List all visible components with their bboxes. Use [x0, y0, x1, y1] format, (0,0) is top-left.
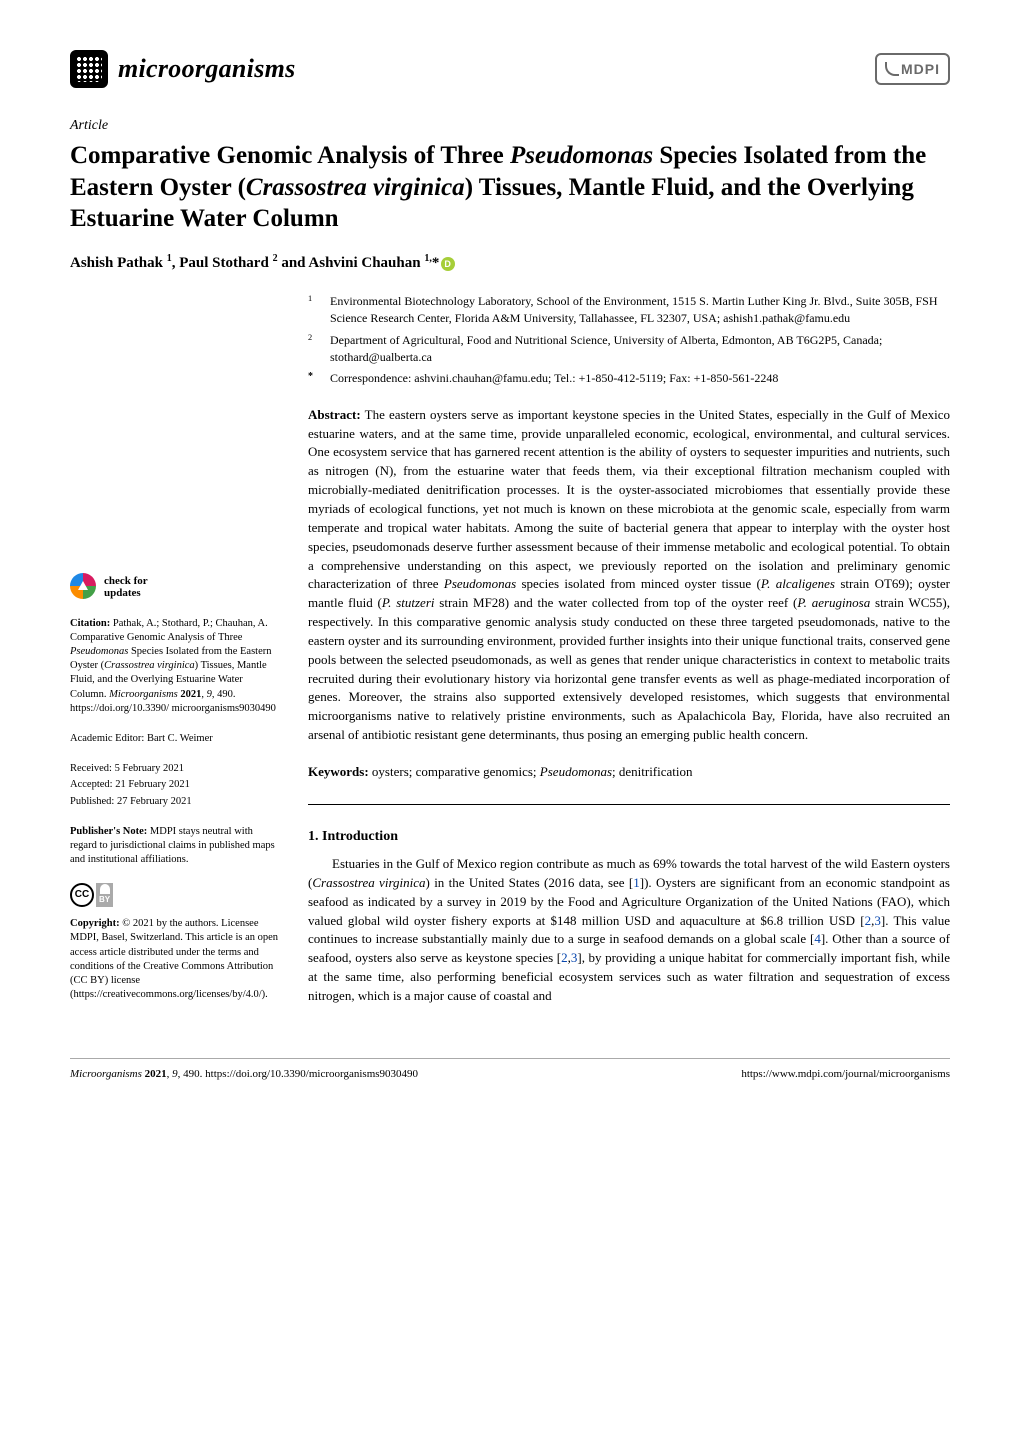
copyright-block: Copyright: © 2021 by the authors. Licens…	[70, 917, 280, 1002]
mdpi-swoosh-icon	[885, 62, 899, 76]
orcid-icon[interactable]	[441, 257, 455, 271]
ref-2[interactable]: 2	[865, 913, 872, 928]
ref-1[interactable]: 1	[633, 875, 640, 890]
editor-label: Academic Editor:	[70, 733, 144, 744]
author-1: Ashish Pathak	[70, 255, 163, 271]
keywords: Keywords: oysters; comparative genomics;…	[308, 763, 950, 782]
check-for-updates[interactable]: check forupdates	[70, 573, 280, 601]
journal-brand: microorganisms	[70, 50, 296, 88]
ref-3[interactable]: 3	[874, 913, 881, 928]
abstract-text: The eastern oysters serve as important k…	[308, 407, 950, 742]
affiliations: 1 Environmental Biotechnology Laboratory…	[308, 293, 950, 388]
correspondence: * Correspondence: ashvini.chauhan@famu.e…	[308, 370, 950, 387]
section-1-heading: 1. Introduction	[308, 827, 950, 847]
sidebar: check forupdates Citation: Pathak, A.; S…	[70, 293, 280, 1018]
published-text: 27 February 2021	[114, 796, 191, 807]
keywords-label: Keywords:	[308, 764, 369, 779]
copyright-label: Copyright:	[70, 918, 120, 929]
check-updates-icon	[70, 573, 98, 601]
publisher-logo: MDPI	[875, 53, 950, 85]
footer-journal-link[interactable]: https://www.mdpi.com/journal/microorgani…	[741, 1068, 950, 1080]
footer-left: Microorganisms 2021, 9, 490. https://doi…	[70, 1067, 418, 1083]
correspondence-text: Correspondence: ashvini.chauhan@famu.edu…	[330, 370, 778, 387]
page-footer: Microorganisms 2021, 9, 490. https://doi…	[70, 1058, 950, 1083]
check-updates-label: check forupdates	[104, 575, 148, 599]
page-header: microorganisms MDPI	[70, 50, 950, 88]
journal-name: microorganisms	[118, 50, 296, 88]
editor-text: Bart C. Weimer	[144, 733, 212, 744]
main-content: 1 Environmental Biotechnology Laboratory…	[308, 293, 950, 1018]
author-3-affil: 1,	[424, 253, 432, 264]
journal-logo-icon	[70, 50, 108, 88]
abstract-label: Abstract:	[308, 407, 361, 422]
citation-block: Citation: Pathak, A.; Stothard, P.; Chau…	[70, 617, 280, 716]
publisher-name: MDPI	[901, 59, 940, 79]
published-label: Published:	[70, 796, 114, 807]
author-1-affil: 1	[167, 253, 172, 264]
received-label: Received:	[70, 763, 112, 774]
editor-block: Academic Editor: Bart C. Weimer	[70, 732, 280, 746]
footer-doi-link[interactable]: https://doi.org/10.3390/microorganisms90…	[205, 1068, 418, 1080]
article-type: Article	[70, 116, 950, 136]
affiliation-2: 2 Department of Agricultural, Food and N…	[308, 332, 950, 367]
ref-3b[interactable]: 3	[571, 950, 578, 965]
author-2-affil: 2	[273, 253, 278, 264]
publishers-note-block: Publisher's Note: MDPI stays neutral wit…	[70, 825, 280, 868]
cc-license-badge[interactable]: CC BY	[70, 883, 280, 907]
cc-by-icon: BY	[96, 883, 113, 907]
citation-text: Pathak, A.; Stothard, P.; Chauhan, A. Co…	[70, 618, 276, 714]
affiliation-2-text: Department of Agricultural, Food and Nut…	[330, 332, 950, 367]
divider	[308, 804, 950, 805]
accepted-label: Accepted:	[70, 779, 113, 790]
author-2: Paul Stothard	[179, 255, 269, 271]
dates-block: Received: 5 February 2021 Accepted: 21 F…	[70, 762, 280, 809]
article-title: Comparative Genomic Analysis of Three Ps…	[70, 140, 950, 234]
affiliation-1: 1 Environmental Biotechnology Laboratory…	[308, 293, 950, 328]
ref-4[interactable]: 4	[814, 931, 821, 946]
authors-line: Ashish Pathak 1, Paul Stothard 2 and Ash…	[70, 252, 950, 275]
footer-right: https://www.mdpi.com/journal/microorgani…	[741, 1067, 950, 1083]
cc-icon: CC	[70, 883, 94, 907]
author-3: Ashvini Chauhan	[308, 255, 420, 271]
affiliation-1-text: Environmental Biotechnology Laboratory, …	[330, 293, 950, 328]
pubnote-label: Publisher's Note:	[70, 826, 147, 837]
ref-2b[interactable]: 2	[561, 950, 568, 965]
received-text: 5 February 2021	[112, 763, 184, 774]
accepted-text: 21 February 2021	[113, 779, 190, 790]
keywords-text: oysters; comparative genomics; Pseudomon…	[369, 764, 693, 779]
section-1-body: Estuaries in the Gulf of Mexico region c…	[308, 855, 950, 1006]
abstract: Abstract: The eastern oysters serve as i…	[308, 406, 950, 745]
citation-label: Citation:	[70, 618, 110, 629]
copyright-text: © 2021 by the authors. Licensee MDPI, Ba…	[70, 918, 278, 1000]
